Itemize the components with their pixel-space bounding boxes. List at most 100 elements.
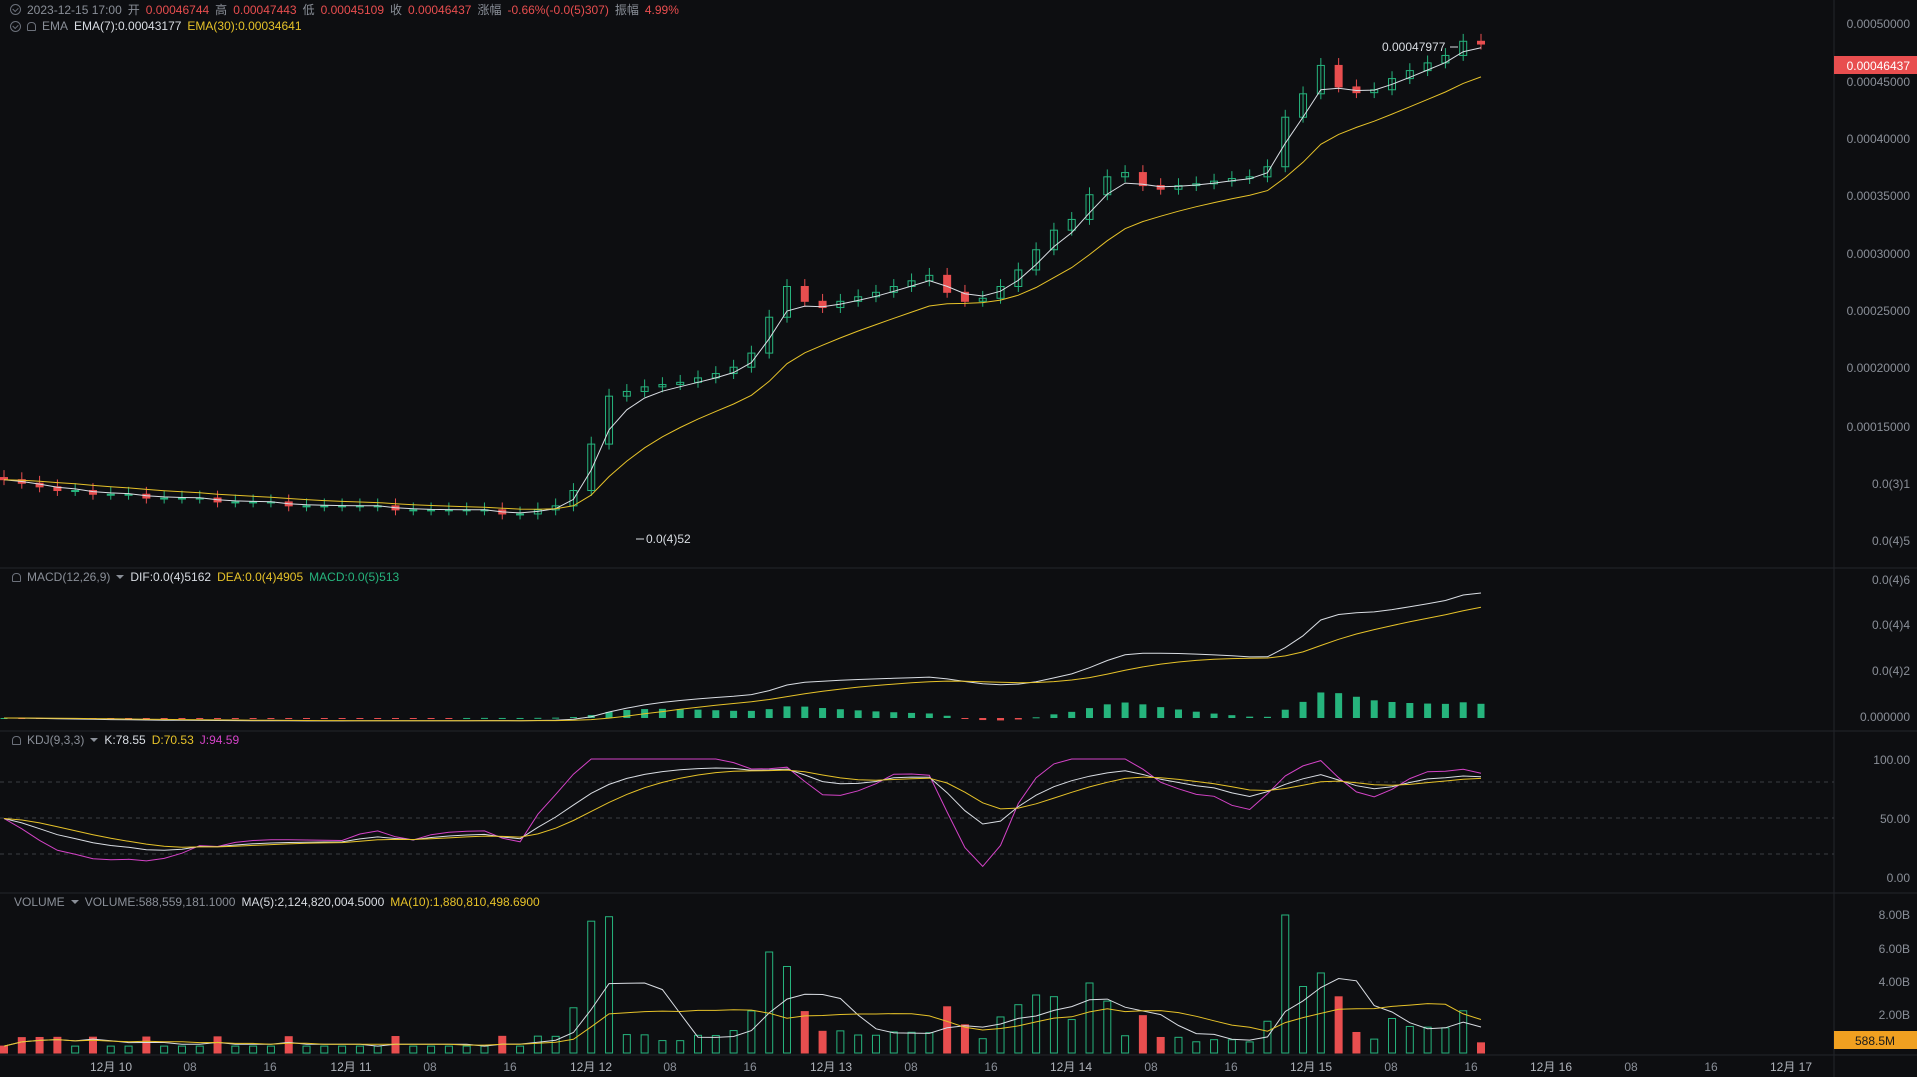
macd-histogram-bar xyxy=(534,717,542,719)
volume-bar xyxy=(480,1045,489,1054)
volume-axis[interactable]: 8.00B 6.00B 4.00B 2.00B xyxy=(1879,908,1910,1022)
macd-histogram-bar xyxy=(569,717,577,719)
volume-label[interactable]: VOLUME xyxy=(14,895,65,909)
time-tick: 12月 13 xyxy=(810,1060,852,1074)
macd-histogram-bar xyxy=(552,717,560,719)
macd-histogram-bar xyxy=(961,718,969,719)
chevron-down-icon[interactable] xyxy=(70,900,79,904)
candle-body xyxy=(978,297,987,302)
price-tick: 0.00035000 xyxy=(1847,189,1911,203)
macd-histogram-bar xyxy=(1352,696,1360,718)
macd-histogram-bar xyxy=(730,710,738,718)
macd-legend: MACD(12,26,9) DIF:0.0(4)5162 DEA:0.0(4)4… xyxy=(12,570,399,584)
macd-histogram-bar xyxy=(1317,692,1325,718)
macd-histogram-bar xyxy=(1459,702,1467,718)
macd-histogram-bar xyxy=(267,718,275,719)
volume-ma5: MA(5):2,124,820,004.5000 xyxy=(241,895,385,909)
macd-histogram-bar xyxy=(1068,711,1076,718)
macd-histogram-bar xyxy=(1246,716,1254,718)
candle-body xyxy=(160,497,169,500)
macd-histogram-bar xyxy=(356,718,364,719)
candle-body xyxy=(1156,185,1165,190)
volume-bar xyxy=(1121,1035,1130,1054)
macd-label[interactable]: MACD(12,26,9) xyxy=(27,570,111,584)
macd-histogram-bar xyxy=(1103,704,1111,718)
macd-histogram-bar xyxy=(409,718,417,719)
volume-bar xyxy=(1370,1038,1379,1054)
volume-bar xyxy=(729,1030,738,1054)
volume-ma5-line xyxy=(3,977,1482,1047)
kdj-axis[interactable]: 100.00 50.00 0.00 xyxy=(1873,753,1910,885)
macd-histogram-bar xyxy=(1210,713,1218,718)
macd-histogram-bar xyxy=(249,718,257,719)
volume-bar xyxy=(960,1024,969,1054)
macd-histogram-bar xyxy=(160,718,168,719)
volume-bar xyxy=(1227,1039,1236,1054)
macd-histogram-bar xyxy=(908,712,916,718)
macd-tick: 0.000000 xyxy=(1860,710,1910,724)
chevron-down-icon[interactable] xyxy=(116,575,125,579)
volume-bar xyxy=(1352,1031,1361,1054)
candle-body xyxy=(106,493,115,496)
collapse-icon[interactable] xyxy=(10,4,21,15)
time-axis[interactable]: 12月 10 08 16 12月 11 08 16 12月 12 08 16 12月 13 08 16… xyxy=(90,1060,1812,1074)
candle-body xyxy=(587,443,596,492)
volume-bar xyxy=(444,1045,453,1054)
bell-icon[interactable] xyxy=(12,735,21,745)
macd-histogram-bar xyxy=(925,713,933,718)
time-tick: 08 xyxy=(1384,1060,1398,1074)
high-label: 高 xyxy=(215,3,228,17)
macd-axis[interactable]: 0.0(4)6 0.0(4)4 0.0(4)2 0.000000 xyxy=(1860,573,1910,724)
ema7-value: EMA(7):0.00043177 xyxy=(74,19,182,33)
macd-dif: DIF:0.0(4)5162 xyxy=(130,570,212,584)
chevron-down-icon[interactable] xyxy=(90,738,99,742)
ema30-value: EMA(30):0.00034641 xyxy=(187,19,302,33)
candle-datetime: 2023-12-15 17:00 xyxy=(27,2,122,17)
kdj-label[interactable]: KDJ(9,3,3) xyxy=(27,733,85,747)
macd-histogram-bar xyxy=(783,706,791,718)
volume-ma10-line xyxy=(3,1003,1482,1047)
open-label: 开 xyxy=(127,3,140,17)
candle-body xyxy=(1405,70,1414,80)
candle-body xyxy=(676,381,685,386)
volume-bar xyxy=(1299,986,1308,1054)
macd-histogram-bar xyxy=(374,718,382,719)
volume-bar xyxy=(711,1035,720,1054)
macd-histogram-bar xyxy=(676,709,684,718)
bell-icon[interactable] xyxy=(12,572,21,582)
volume-bar xyxy=(925,1032,934,1054)
candle-body xyxy=(1032,249,1041,271)
time-tick: 08 xyxy=(663,1060,677,1074)
bell-icon[interactable] xyxy=(27,21,36,31)
candle-body xyxy=(0,477,8,481)
change-label: 涨幅 xyxy=(477,3,502,17)
volume-bar xyxy=(35,1036,44,1054)
candle-body xyxy=(1067,218,1076,231)
volume-bar xyxy=(1210,1039,1219,1054)
candle-body xyxy=(1281,116,1290,168)
macd-histogram-bar xyxy=(231,718,239,719)
price-axis[interactable]: 0.00050000 0.00045000 0.00040000 0.00035… xyxy=(1847,17,1911,548)
candle-body xyxy=(1477,40,1485,45)
ema-label[interactable]: EMA xyxy=(42,19,69,33)
collapse-icon[interactable] xyxy=(10,20,21,32)
macd-histogram-bar xyxy=(320,718,328,719)
candle-body xyxy=(1085,194,1094,220)
macd-histogram-bar xyxy=(445,718,453,719)
ema30-line xyxy=(3,76,1482,510)
macd-histogram-bar xyxy=(819,708,827,718)
macd-histogram-bar xyxy=(979,718,987,721)
time-tick: 08 xyxy=(904,1060,918,1074)
volume-bar xyxy=(355,1045,364,1054)
macd-histogram-bar xyxy=(391,718,399,719)
volume-bar xyxy=(996,1016,1005,1054)
volume-bar xyxy=(302,1045,311,1054)
volume-bar xyxy=(266,1045,275,1054)
volume-bar xyxy=(213,1036,222,1054)
volume-bar xyxy=(1174,1036,1183,1054)
price-tick: 0.0(4)5 xyxy=(1872,534,1910,548)
candle-body xyxy=(943,274,952,293)
volume-bar xyxy=(1103,1000,1112,1054)
kdj-k-line xyxy=(3,767,1482,851)
